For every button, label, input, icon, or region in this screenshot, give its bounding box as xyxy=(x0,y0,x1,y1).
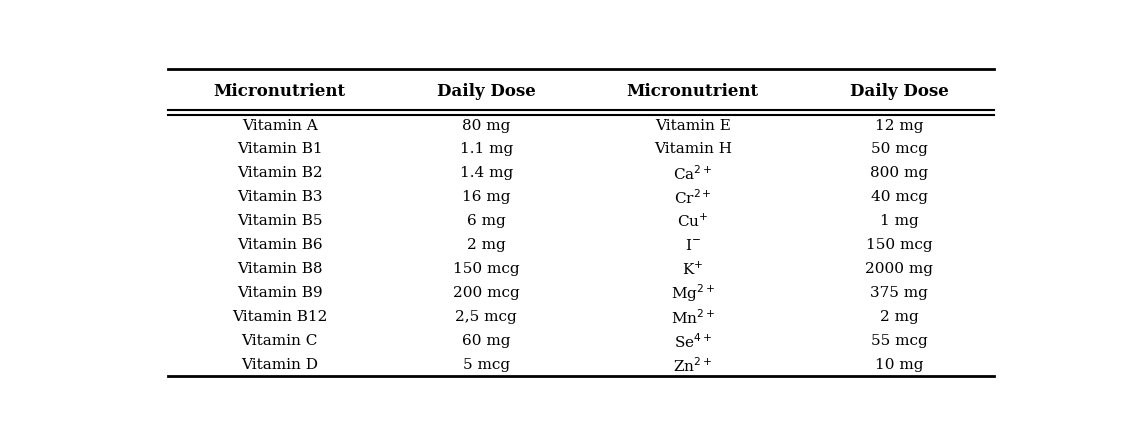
Text: Mg$^{2+}$: Mg$^{2+}$ xyxy=(670,282,714,304)
Text: Vitamin B3: Vitamin B3 xyxy=(237,190,322,204)
Text: Vitamin B9: Vitamin B9 xyxy=(237,286,322,300)
Text: 375 mg: 375 mg xyxy=(870,286,928,300)
Text: Zn$^{2+}$: Zn$^{2+}$ xyxy=(674,355,712,374)
Text: 5 mcg: 5 mcg xyxy=(463,357,510,371)
Text: 150 mcg: 150 mcg xyxy=(452,262,519,276)
Text: Vitamin B12: Vitamin B12 xyxy=(232,310,328,324)
Text: Vitamin B2: Vitamin B2 xyxy=(237,166,322,180)
Text: Micronutrient: Micronutrient xyxy=(627,83,759,100)
Text: Vitamin B1: Vitamin B1 xyxy=(237,142,322,156)
Text: Daily Dose: Daily Dose xyxy=(437,83,535,100)
Text: 2 mg: 2 mg xyxy=(880,310,919,324)
Text: Micronutrient: Micronutrient xyxy=(213,83,346,100)
Text: 6 mg: 6 mg xyxy=(467,214,506,228)
Text: I$^{-}$: I$^{-}$ xyxy=(685,237,701,252)
Text: Ca$^{2+}$: Ca$^{2+}$ xyxy=(672,164,712,182)
Text: 60 mg: 60 mg xyxy=(462,333,510,347)
Text: 1.1 mg: 1.1 mg xyxy=(459,142,513,156)
Text: K$^{+}$: K$^{+}$ xyxy=(682,260,703,277)
Text: 2000 mg: 2000 mg xyxy=(865,262,933,276)
Text: Daily Dose: Daily Dose xyxy=(849,83,949,100)
Text: Vitamin B8: Vitamin B8 xyxy=(237,262,322,276)
Text: 40 mcg: 40 mcg xyxy=(871,190,928,204)
Text: 1 mg: 1 mg xyxy=(880,214,919,228)
Text: 200 mcg: 200 mcg xyxy=(452,286,519,300)
Text: 1.4 mg: 1.4 mg xyxy=(459,166,513,180)
Text: Vitamin C: Vitamin C xyxy=(242,333,318,347)
Text: 800 mg: 800 mg xyxy=(870,166,929,180)
Text: Cu$^{+}$: Cu$^{+}$ xyxy=(677,212,709,230)
Text: Vitamin A: Vitamin A xyxy=(242,118,318,132)
Text: Se$^{4+}$: Se$^{4+}$ xyxy=(674,331,712,350)
Text: 55 mcg: 55 mcg xyxy=(871,333,928,347)
Text: 16 mg: 16 mg xyxy=(462,190,510,204)
Text: Vitamin B5: Vitamin B5 xyxy=(237,214,322,228)
Text: Vitamin B6: Vitamin B6 xyxy=(237,238,322,252)
Text: 12 mg: 12 mg xyxy=(875,118,923,132)
Text: 80 mg: 80 mg xyxy=(462,118,510,132)
Text: Cr$^{2+}$: Cr$^{2+}$ xyxy=(674,187,711,206)
Text: 50 mcg: 50 mcg xyxy=(871,142,928,156)
Text: 150 mcg: 150 mcg xyxy=(866,238,932,252)
Text: Vitamin E: Vitamin E xyxy=(654,118,730,132)
Text: 2 mg: 2 mg xyxy=(467,238,506,252)
Text: Vitamin H: Vitamin H xyxy=(653,142,731,156)
Text: 10 mg: 10 mg xyxy=(875,357,923,371)
Text: Mn$^{2+}$: Mn$^{2+}$ xyxy=(670,307,714,326)
Text: Vitamin D: Vitamin D xyxy=(242,357,319,371)
Text: 2,5 mcg: 2,5 mcg xyxy=(455,310,517,324)
